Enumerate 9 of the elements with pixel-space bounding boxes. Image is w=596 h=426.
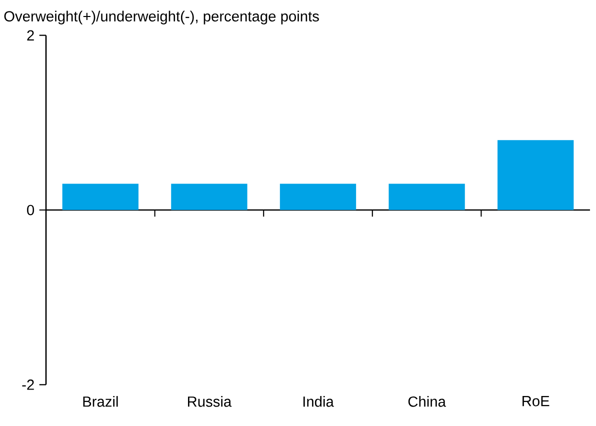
y-tick-label: -2: [22, 380, 34, 390]
x-tick-label: RoE: [522, 396, 550, 406]
chart-title: Overweight(+)/underweight(-), percentage points: [4, 10, 319, 24]
x-tick-label: India: [303, 396, 334, 407]
x-tick-label: Brazil: [83, 396, 118, 407]
x-tick-label: Russia: [188, 396, 232, 407]
x-tick-label: China: [408, 396, 446, 407]
y-tick-label: 2: [27, 30, 34, 40]
y-tick-label: 0: [27, 204, 34, 216]
